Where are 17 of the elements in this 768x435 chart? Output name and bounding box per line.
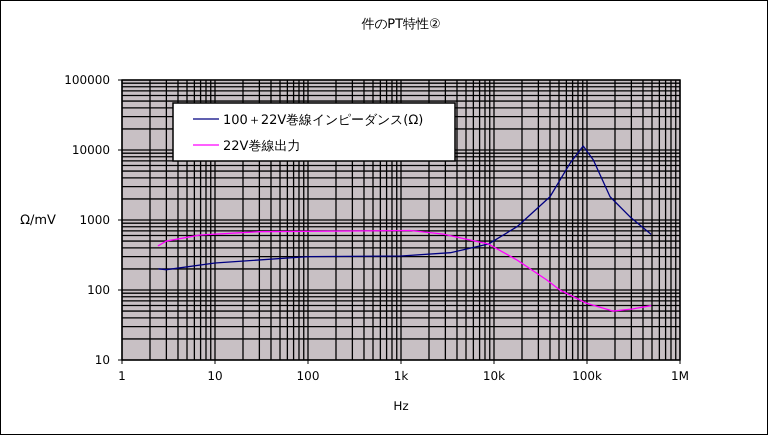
y-tick-label: 100000 xyxy=(64,73,110,87)
y-tick-label: 100 xyxy=(87,283,110,297)
legend-label: 22V巻線出力 xyxy=(223,139,300,154)
x-tick-label: 1k xyxy=(394,369,408,383)
y-axis-title: Ω/mV xyxy=(20,213,56,228)
legend-label: 100＋22V巻線インピーダンス(Ω) xyxy=(223,113,424,128)
chart-title: 件のPT特性② xyxy=(361,17,441,32)
x-axis-title: Hz xyxy=(393,399,409,413)
y-tick-label: 1000 xyxy=(79,213,110,227)
x-tick-label: 100k xyxy=(572,369,602,383)
x-tick-label: 1M xyxy=(671,369,689,383)
y-tick-label: 10000 xyxy=(72,143,110,157)
y-tick-label: 10 xyxy=(94,353,110,367)
x-tick-label: 10k xyxy=(482,369,506,383)
x-tick-label: 1 xyxy=(118,369,126,383)
x-tick-label: 10 xyxy=(207,369,223,383)
x-tick-label: 100 xyxy=(296,369,320,383)
